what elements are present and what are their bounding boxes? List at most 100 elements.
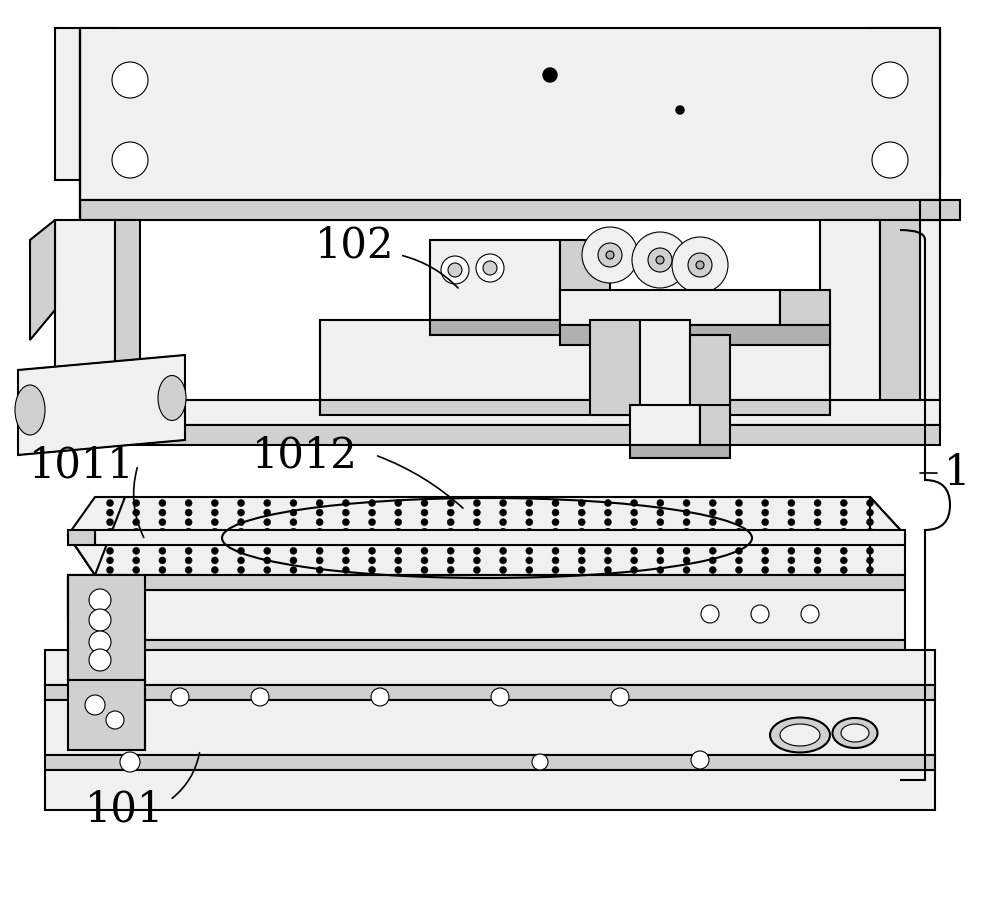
Circle shape: [604, 538, 611, 544]
Circle shape: [473, 519, 480, 525]
Circle shape: [657, 519, 664, 525]
Circle shape: [447, 528, 454, 535]
Circle shape: [657, 528, 664, 535]
Circle shape: [735, 509, 742, 516]
Ellipse shape: [770, 717, 830, 752]
Circle shape: [395, 557, 402, 564]
Circle shape: [604, 528, 611, 535]
Polygon shape: [560, 290, 780, 325]
Circle shape: [369, 538, 376, 544]
Circle shape: [476, 254, 504, 282]
Circle shape: [159, 519, 166, 525]
Circle shape: [683, 566, 690, 574]
Circle shape: [840, 509, 847, 516]
Circle shape: [751, 605, 769, 623]
Circle shape: [657, 566, 664, 574]
Circle shape: [133, 538, 140, 544]
Circle shape: [238, 538, 245, 544]
Circle shape: [473, 557, 480, 564]
Circle shape: [552, 557, 559, 564]
Circle shape: [578, 566, 585, 574]
Circle shape: [631, 509, 638, 516]
Circle shape: [133, 557, 140, 564]
Circle shape: [421, 500, 428, 507]
Circle shape: [543, 68, 557, 82]
Circle shape: [316, 519, 323, 525]
Ellipse shape: [832, 718, 878, 748]
Circle shape: [578, 547, 585, 554]
Polygon shape: [820, 220, 880, 420]
Circle shape: [342, 557, 349, 564]
Circle shape: [491, 688, 509, 706]
Circle shape: [238, 519, 245, 525]
Circle shape: [106, 547, 114, 554]
Circle shape: [788, 528, 795, 535]
Circle shape: [421, 519, 428, 525]
Ellipse shape: [15, 385, 45, 435]
Circle shape: [578, 509, 585, 516]
Polygon shape: [630, 405, 700, 445]
Circle shape: [106, 711, 124, 729]
Circle shape: [211, 566, 218, 574]
Circle shape: [342, 528, 349, 535]
Circle shape: [238, 509, 245, 516]
Circle shape: [238, 547, 245, 554]
Circle shape: [762, 500, 769, 507]
Circle shape: [89, 589, 111, 611]
Circle shape: [421, 528, 428, 535]
Circle shape: [369, 509, 376, 516]
Circle shape: [264, 519, 271, 525]
Circle shape: [211, 519, 218, 525]
Circle shape: [447, 509, 454, 516]
Circle shape: [89, 609, 111, 631]
Polygon shape: [560, 240, 610, 320]
Circle shape: [814, 528, 821, 535]
Circle shape: [526, 566, 533, 574]
Circle shape: [159, 566, 166, 574]
Polygon shape: [55, 28, 115, 180]
Polygon shape: [320, 400, 830, 415]
Circle shape: [814, 519, 821, 525]
FancyArrowPatch shape: [378, 456, 463, 508]
Circle shape: [657, 500, 664, 507]
Polygon shape: [780, 290, 830, 325]
Circle shape: [290, 519, 297, 525]
Polygon shape: [700, 405, 730, 445]
Circle shape: [133, 519, 140, 525]
Circle shape: [691, 751, 709, 769]
Circle shape: [342, 547, 349, 554]
Circle shape: [696, 261, 704, 269]
Circle shape: [251, 688, 269, 706]
Circle shape: [371, 688, 389, 706]
Circle shape: [500, 528, 507, 535]
Circle shape: [238, 566, 245, 574]
Text: 1012: 1012: [252, 434, 358, 476]
Circle shape: [211, 538, 218, 544]
Circle shape: [872, 142, 908, 178]
Circle shape: [473, 500, 480, 507]
Circle shape: [762, 547, 769, 554]
Circle shape: [631, 519, 638, 525]
Circle shape: [683, 500, 690, 507]
Polygon shape: [115, 220, 140, 420]
Circle shape: [866, 519, 874, 525]
Circle shape: [159, 557, 166, 564]
Circle shape: [171, 688, 189, 706]
Circle shape: [211, 557, 218, 564]
Circle shape: [290, 566, 297, 574]
Circle shape: [238, 528, 245, 535]
Circle shape: [526, 528, 533, 535]
Circle shape: [342, 566, 349, 574]
Circle shape: [735, 528, 742, 535]
Circle shape: [814, 500, 821, 507]
Circle shape: [185, 528, 192, 535]
Circle shape: [112, 142, 148, 178]
Circle shape: [688, 253, 712, 277]
Circle shape: [866, 566, 874, 574]
Circle shape: [395, 566, 402, 574]
Circle shape: [211, 528, 218, 535]
Polygon shape: [45, 685, 935, 700]
Polygon shape: [870, 28, 940, 180]
Polygon shape: [68, 535, 95, 575]
Circle shape: [133, 547, 140, 554]
